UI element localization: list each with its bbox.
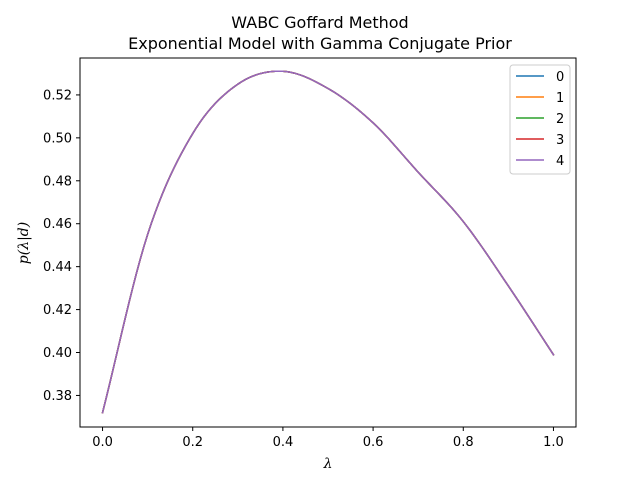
legend-label-1: 1 [556,91,564,106]
x-tick-label: 0.6 [363,435,384,450]
x-axis-label: λ [323,456,333,472]
x-tick-label: 0.8 [453,435,474,450]
x-tick-label: 0.0 [92,435,113,450]
y-tick-label: 0.46 [43,217,72,232]
legend: 0 1 2 3 4 [509,64,571,175]
legend-label-0: 0 [556,70,564,85]
axes-frame [79,57,577,428]
y-tick-label: 0.48 [43,174,72,189]
legend-label-4: 4 [556,154,564,169]
series-line-1 [101,70,555,414]
x-tick-label: 0.2 [182,435,203,450]
series-line-3 [101,70,555,414]
y-tick-label: 0.44 [43,260,72,275]
x-tick-label: 0.4 [273,435,294,450]
chart-title-group: WABC Goffard Method Exponential Model wi… [128,13,512,53]
legend-label-2: 2 [556,112,564,127]
y-axis-label: p(λ|d) [16,222,32,264]
x-tick-label: 1.0 [543,435,564,450]
chart-subtitle: Exponential Model with Gamma Conjugate P… [128,34,512,53]
y-tick-label: 0.52 [43,88,72,103]
chart-title: WABC Goffard Method [231,13,408,32]
y-tick-label: 0.40 [43,346,72,361]
series-line-4 [101,70,555,414]
y-tick-label: 0.50 [43,131,72,146]
y-tick-label: 0.38 [43,389,72,404]
legend-box [509,64,571,175]
series-layer [101,70,555,414]
series-line-0 [101,70,555,414]
y-tick-label: 0.42 [43,303,72,318]
series-line-2 [101,70,555,414]
legend-label-3: 3 [556,133,564,148]
axes-layer: 0.0 0.2 0.4 0.6 0.8 1.0 0.38 0.40 0.42 0.44 0.46 0.… [43,57,577,450]
